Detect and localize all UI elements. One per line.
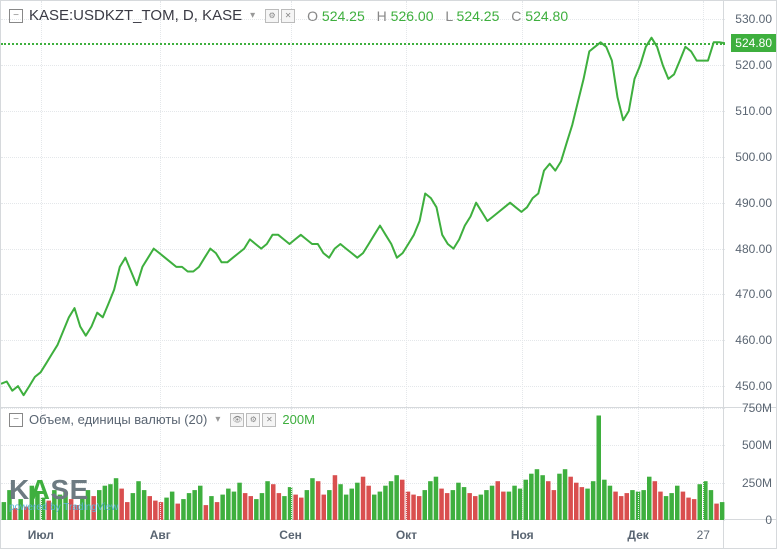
chart-header: − KASE:USDKZT_TOM, D, KASE ▾ ⚙ ✕ O 524.2…	[9, 7, 576, 24]
collapse-icon[interactable]: −	[9, 9, 23, 23]
price-y-axis[interactable]: 450.00 460.00 470.00 480.00 490.00 500.00 510.…	[724, 0, 777, 408]
close-icon[interactable]: ✕	[281, 9, 295, 23]
current-price-badge: 524.80	[731, 34, 776, 52]
price-chart[interactable]: − KASE:USDKZT_TOM, D, KASE ▾ ⚙ ✕ O 524.2…	[0, 0, 724, 408]
close-label: C	[511, 8, 521, 24]
settings-icon[interactable]: ⚙	[265, 9, 279, 23]
time-x-axis[interactable]: Июл Авг Сен Окт Ноя Дек 27	[0, 520, 724, 549]
y-tick-label: 490.00	[735, 196, 772, 210]
chevron-down-icon[interactable]: ▾	[250, 10, 255, 21]
volume-value: 200M	[282, 412, 315, 427]
open-label: O	[307, 8, 318, 24]
y-tick-label: 480.00	[735, 242, 772, 256]
volume-header: − Объем, единицы валюты (20) ▾ 👁 ⚙ ✕ 200…	[9, 412, 315, 427]
chevron-down-icon[interactable]: ▾	[215, 414, 220, 425]
volume-y-tick: 250M	[742, 476, 772, 490]
volume-y-tick: 500M	[742, 438, 772, 452]
time-tick-label: Окт	[396, 528, 417, 542]
high-value: 526.00	[391, 8, 434, 24]
time-tick-label: Июл	[28, 528, 54, 542]
high-label: H	[377, 8, 387, 24]
kase-logo: KASE powered by TradingView	[9, 474, 118, 513]
time-tick-label: Дек	[627, 528, 648, 542]
y-tick-label: 520.00	[735, 58, 772, 72]
volume-title[interactable]: Объем, единицы валюты (20)	[29, 412, 207, 427]
low-label: L	[445, 8, 452, 24]
open-value: 524.25	[322, 8, 365, 24]
time-tick-label: Ноя	[511, 528, 534, 542]
y-tick-label: 530.00	[735, 12, 772, 26]
close-value: 524.80	[525, 8, 568, 24]
logo-subtitle: powered by TradingView	[9, 502, 118, 513]
y-tick-label: 450.00	[735, 379, 772, 393]
ohlc-readout: O 524.25 H 526.00 L 524.25 C 524.80	[307, 8, 576, 24]
symbol-title[interactable]: KASE:USDKZT_TOM, D, KASE	[29, 7, 242, 24]
volume-y-axis[interactable]: 0250M500M750M	[724, 408, 777, 520]
time-tick-label: 27	[697, 528, 710, 542]
y-tick-label: 500.00	[735, 150, 772, 164]
volume-chart[interactable]: − Объем, единицы валюты (20) ▾ 👁 ⚙ ✕ 200…	[0, 408, 724, 520]
volume-y-tick: 750M	[742, 401, 772, 415]
current-price-line	[1, 43, 725, 45]
time-tick-label: Сен	[279, 528, 302, 542]
close-icon[interactable]: ✕	[262, 413, 276, 427]
y-tick-label: 510.00	[735, 104, 772, 118]
time-axis-corner	[724, 520, 777, 549]
price-line-svg	[1, 1, 725, 409]
collapse-icon[interactable]: −	[9, 413, 23, 427]
settings-icon[interactable]: ⚙	[246, 413, 260, 427]
low-value: 524.25	[457, 8, 500, 24]
volume-tool-icons: 👁 ⚙ ✕	[230, 413, 276, 427]
header-tool-icons: ⚙ ✕	[265, 9, 295, 23]
time-tick-label: Авг	[150, 528, 171, 542]
chart-container: − KASE:USDKZT_TOM, D, KASE ▾ ⚙ ✕ O 524.2…	[0, 0, 777, 549]
y-tick-label: 470.00	[735, 287, 772, 301]
y-tick-label: 460.00	[735, 333, 772, 347]
eye-icon[interactable]: 👁	[230, 413, 244, 427]
